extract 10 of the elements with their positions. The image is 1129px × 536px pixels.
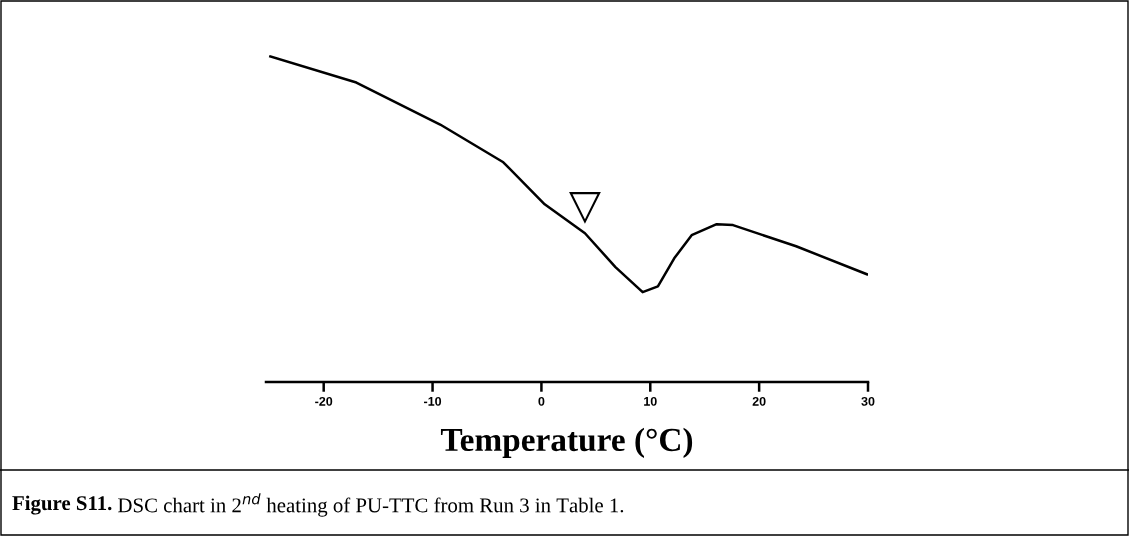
caption: Figure S11. xyxy=(12,495,112,515)
x-tick-label: 10 xyxy=(644,396,657,406)
text: DSC chart in 2$^{nd}$ heating of PU-TTC from Run 3 in Table 1. xyxy=(118,493,624,517)
x-tick-label: 20 xyxy=(752,396,766,406)
x-tick-label: 0 xyxy=(538,396,545,406)
annotation: ▽ xyxy=(569,191,601,224)
x-tick-label: -10 xyxy=(424,396,442,406)
x-tick-label: 30 xyxy=(861,396,875,406)
x-tick-label: -20 xyxy=(315,396,333,406)
x-axis-title: Temperature (°C) xyxy=(440,427,693,458)
